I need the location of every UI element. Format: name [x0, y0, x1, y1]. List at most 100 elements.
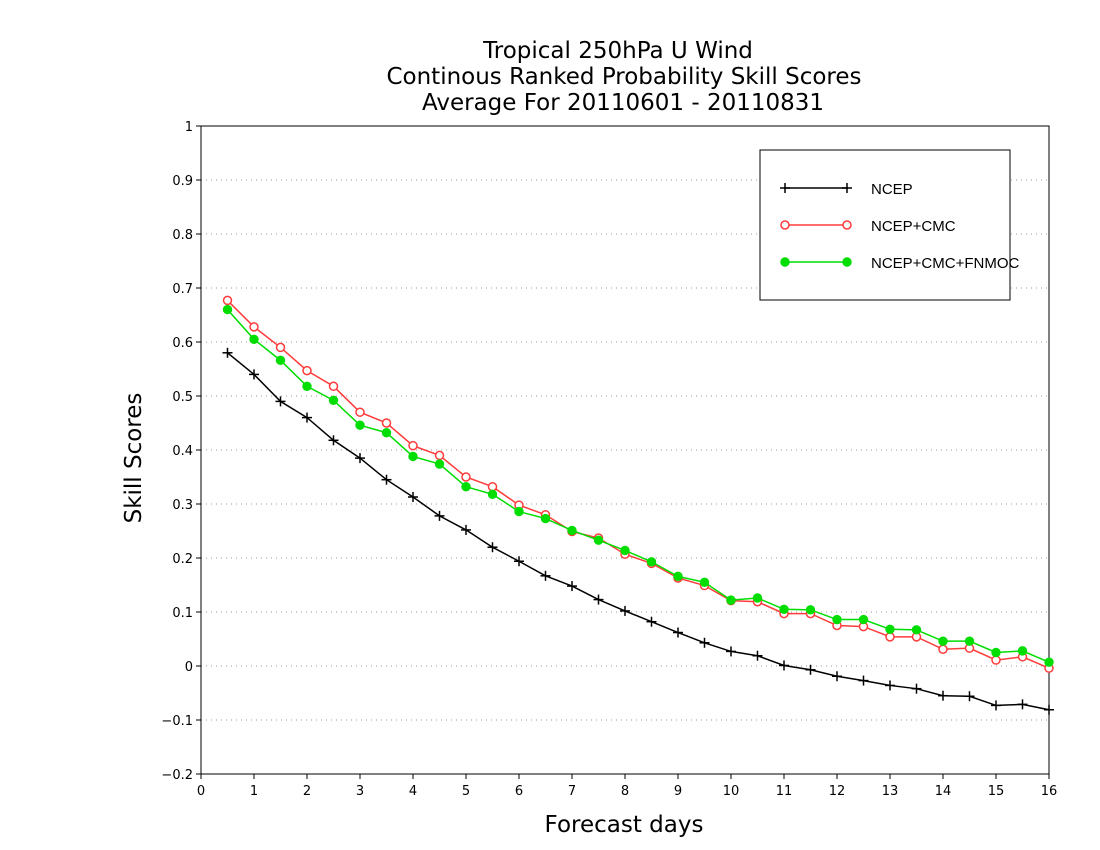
data-point: [302, 412, 312, 423]
data-point: [842, 183, 852, 193]
data-point: [461, 524, 471, 535]
data-point: [222, 304, 233, 315]
legend-entry: NCEP+CMC+FNMOC: [780, 255, 1020, 272]
data-point: [885, 624, 895, 634]
y-tick-label: 1: [185, 120, 193, 135]
data-point: [328, 435, 339, 446]
data-point: [222, 347, 233, 358]
data-point: [752, 593, 763, 603]
y-tick-label: 0.4: [172, 444, 193, 459]
y-tick-label: 0.5: [172, 390, 193, 405]
x-tick-label: 2: [303, 784, 311, 799]
x-tick-label: 7: [568, 784, 576, 799]
data-point: [275, 342, 286, 353]
data-point: [646, 557, 657, 567]
data-point: [911, 625, 922, 635]
x-tick-label: 16: [1041, 784, 1058, 799]
y-tick-label: 0.3: [172, 498, 193, 513]
data-point: [328, 381, 339, 392]
data-point: [726, 646, 736, 657]
data-point: [487, 489, 498, 499]
x-tick-label: 13: [882, 784, 899, 799]
data-point: [328, 395, 339, 406]
data-point: [842, 257, 852, 267]
data-point: [514, 506, 524, 517]
data-point: [540, 513, 551, 524]
x-tick-label: 12: [829, 784, 846, 799]
data-point: [275, 396, 286, 407]
data-point: [779, 604, 789, 614]
legend-label: NCEP+CMC+FNMOC: [871, 255, 1020, 272]
data-point: [1017, 699, 1028, 710]
x-tick-label: 9: [674, 784, 682, 799]
legend-box: [759, 149, 1011, 301]
data-point: [1044, 704, 1054, 715]
x-tick-label: 15: [988, 784, 1005, 799]
y-tick-label: −0.2: [161, 768, 193, 783]
data-point: [302, 381, 312, 391]
x-tick-label: 6: [515, 784, 523, 799]
data-point: [514, 556, 524, 567]
data-point: [408, 491, 418, 502]
data-point: [673, 571, 683, 582]
legend-entry: NCEP+CMC: [780, 218, 956, 235]
data-point: [381, 418, 392, 428]
data-point: [780, 183, 790, 193]
x-tick-label: 8: [621, 784, 629, 799]
data-point: [355, 407, 365, 417]
x-axis-label: Forecast days: [545, 812, 704, 838]
y-tick-label: 0.1: [172, 606, 193, 621]
x-tick-label: 4: [409, 784, 417, 799]
data-point: [408, 440, 418, 451]
x-axis-ticks: 0 1 2 3 4 5 6 7 8 9 10 11 12 13 14 15 16: [197, 774, 1057, 799]
data-point: [991, 655, 1001, 665]
data-point: [938, 644, 948, 655]
data-point: [832, 614, 842, 625]
data-point: [805, 605, 816, 615]
data-point: [249, 334, 259, 344]
y-tick-label: 0.9: [172, 174, 193, 189]
data-point: [699, 637, 710, 648]
data-point: [461, 482, 471, 492]
legend-entry: NCEP: [780, 181, 913, 198]
x-tick-label: 0: [197, 784, 205, 799]
data-point: [540, 570, 551, 581]
data-point: [885, 680, 895, 691]
legend: NCEP NCEP+CMC NCEP+CMC+FNMOC: [759, 149, 1020, 301]
data-point: [858, 614, 869, 625]
series-layer: [222, 295, 1054, 715]
y-axis-label: Skill Scores: [121, 393, 147, 524]
series-line: [226, 309, 1050, 663]
x-tick-label: 3: [356, 784, 364, 799]
data-point: [381, 428, 392, 438]
chart-title: Tropical 250hPa U Wind Continous Ranked …: [386, 38, 861, 116]
data-point: [991, 700, 1001, 711]
data-point: [249, 369, 259, 380]
data-point: [434, 510, 445, 521]
legend-label: NCEP+CMC: [871, 218, 956, 235]
title-line-1: Tropical 250hPa U Wind: [482, 38, 753, 64]
data-point: [593, 535, 604, 545]
data-point: [842, 220, 852, 230]
data-point: [593, 594, 604, 605]
data-point: [780, 257, 790, 267]
data-point: [381, 474, 392, 485]
data-point: [434, 459, 445, 469]
legend-label: NCEP: [871, 181, 913, 198]
data-point: [567, 581, 577, 592]
series-ncep: [222, 347, 1054, 715]
data-point: [752, 650, 763, 661]
x-tick-label: 11: [776, 784, 793, 799]
data-point: [699, 577, 710, 587]
data-point: [434, 450, 445, 461]
series-ncep-cmc-fnmoc: [222, 304, 1054, 667]
y-tick-label: 0.6: [172, 336, 193, 351]
data-point: [726, 595, 736, 605]
data-point: [938, 636, 948, 646]
data-point: [964, 691, 975, 702]
data-point: [805, 664, 816, 675]
data-point: [646, 616, 657, 627]
x-tick-label: 5: [462, 784, 470, 799]
data-point: [408, 451, 418, 462]
